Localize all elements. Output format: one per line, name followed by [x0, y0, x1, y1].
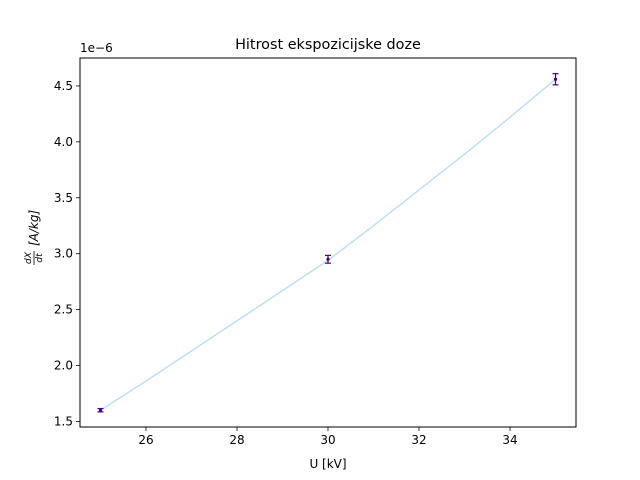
y-tick-label: 2.5	[54, 303, 73, 317]
data-point	[99, 409, 102, 412]
y-label-denominator: dt	[35, 253, 45, 263]
x-axis-label: U [kV]	[309, 457, 346, 471]
x-tick-label: 34	[502, 433, 517, 447]
y-tick-label: 3.5	[54, 191, 73, 205]
y-tick-label: 3.0	[54, 247, 73, 261]
data-point	[326, 258, 329, 261]
y-tick-label: 4.0	[54, 135, 73, 149]
y-tick-label: 4.5	[54, 79, 73, 93]
y-tick-label: 2.0	[54, 359, 73, 373]
y-label-numerator: dX	[24, 251, 34, 264]
y-label-unit: [A/kg]	[27, 210, 41, 247]
x-tick-label: 30	[320, 433, 335, 447]
x-tick-label: 28	[229, 433, 244, 447]
x-tick-label: 32	[411, 433, 426, 447]
data-point	[554, 78, 557, 81]
chart-title: Hitrost ekspozicijske doze	[235, 37, 421, 53]
y-offset-text: 1e−6	[80, 41, 113, 55]
x-tick-label: 26	[138, 433, 153, 447]
y-tick-label: 1.5	[54, 414, 73, 428]
